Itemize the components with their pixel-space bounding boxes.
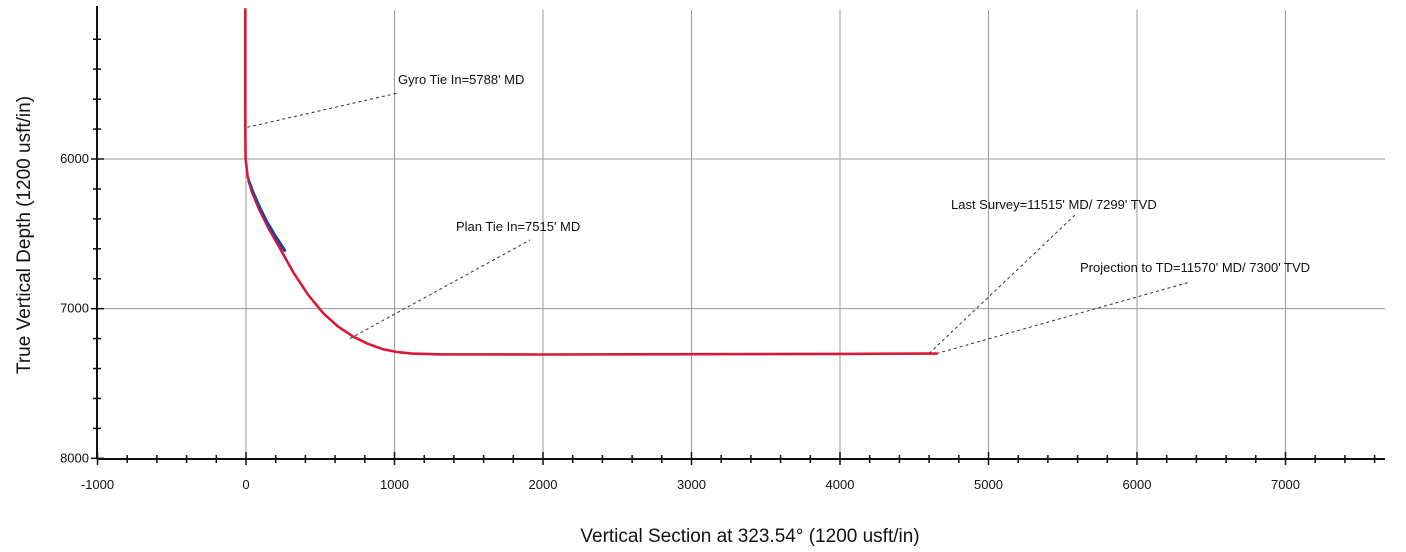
annotation-label: Plan Tie In=7515' MD bbox=[456, 219, 580, 234]
x-tick-label: 7000 bbox=[1271, 477, 1300, 492]
y-axis-title: True Vertical Depth (1200 usft/in) bbox=[14, 96, 35, 374]
x-tick-label: 6000 bbox=[1123, 477, 1152, 492]
leader-layer bbox=[247, 92, 1191, 355]
y-tick-label: 7000 bbox=[60, 301, 89, 316]
survey-line bbox=[247, 179, 287, 252]
annotation-label: Last Survey=11515' MD/ 7299' TVD bbox=[951, 197, 1157, 212]
annotation-leader bbox=[928, 214, 1076, 354]
x-tick-label: -1000 bbox=[81, 477, 114, 492]
x-tick-label: 5000 bbox=[974, 477, 1003, 492]
tick-layer bbox=[91, 38, 1376, 465]
x-tick-label: 1000 bbox=[380, 477, 409, 492]
annotation-leader bbox=[936, 281, 1191, 355]
annotation-label: Gyro Tie In=5788' MD bbox=[398, 72, 524, 87]
wellpath-line bbox=[244, 8, 938, 356]
x-axis-title: Vertical Section at 323.54° (1200 usft/i… bbox=[580, 526, 919, 547]
annotation-label: Projection to TD=11570' MD/ 7300' TVD bbox=[1080, 260, 1310, 275]
annotation-leader bbox=[349, 239, 531, 340]
grid-layer bbox=[97, 10, 1385, 459]
y-tick-label: 6000 bbox=[60, 151, 89, 166]
x-tick-label: 3000 bbox=[677, 477, 706, 492]
series-layer bbox=[244, 8, 938, 356]
annotation-leader bbox=[247, 92, 399, 128]
y-tick-label: 8000 bbox=[60, 450, 89, 465]
x-tick-label: 4000 bbox=[826, 477, 855, 492]
label-layer: -1000 0 1000 2000 3000 4000 5000 6000 7000 6000 70… bbox=[60, 72, 1310, 492]
x-tick-label: 2000 bbox=[529, 477, 558, 492]
x-tick-label: 0 bbox=[242, 477, 249, 492]
frame-layer bbox=[96, 6, 1385, 460]
wellpath-line-overlay bbox=[244, 9, 937, 356]
